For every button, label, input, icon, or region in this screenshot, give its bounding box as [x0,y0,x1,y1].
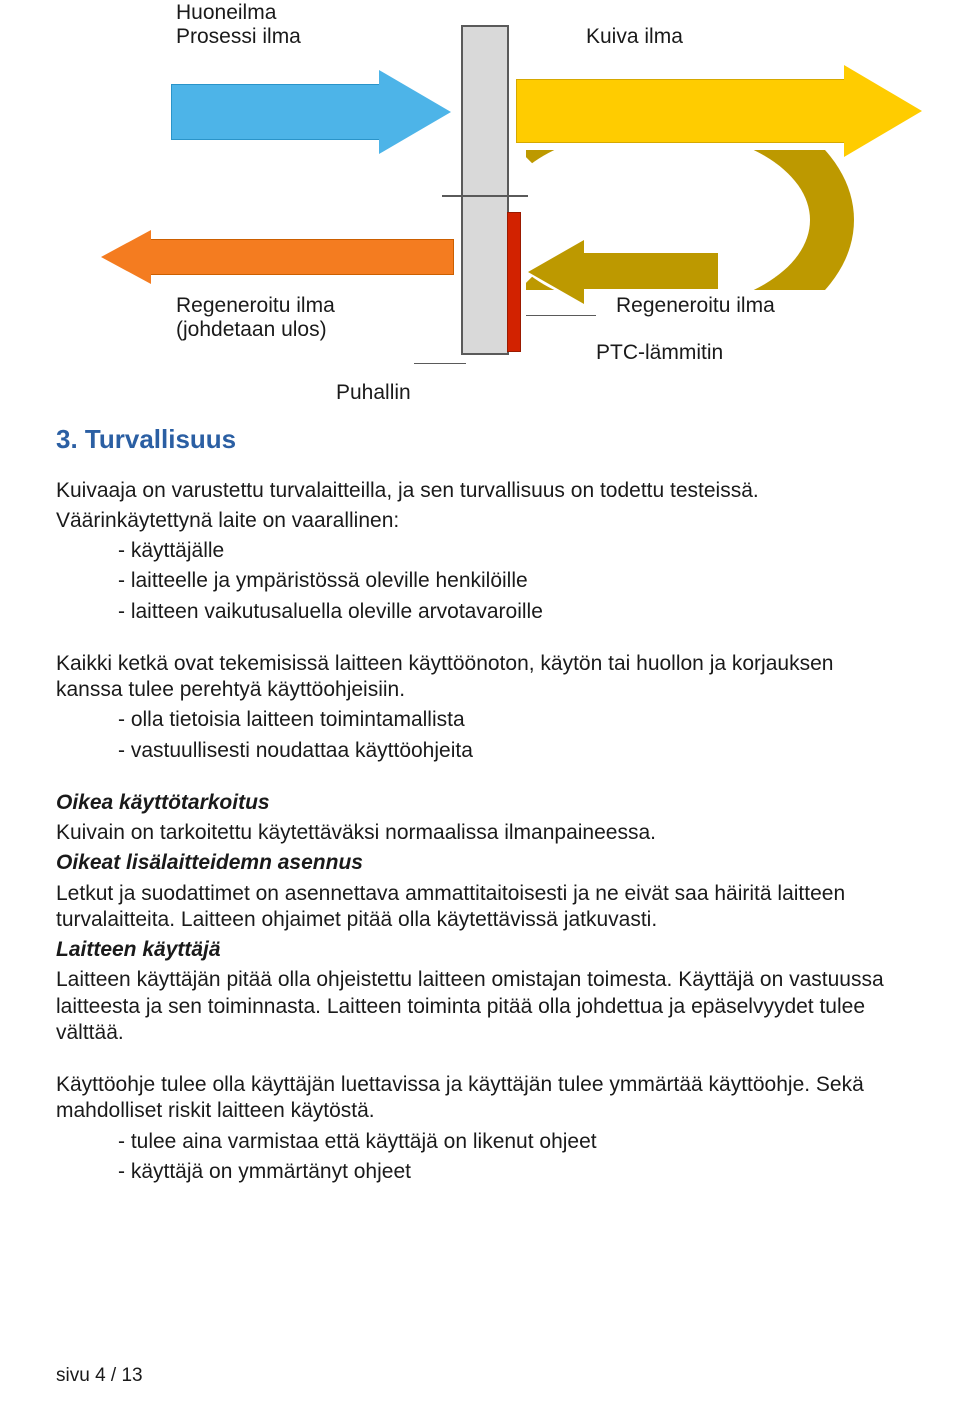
arrow-regen-shaft [578,253,718,289]
ptc-heater [507,212,521,352]
proper-use-text: Kuivain on tarkoitettu käytettäväksi nor… [56,820,904,846]
arrow-regen-out [101,230,456,284]
proper-use-heading: Oikea käyttötarkoitus [56,790,904,816]
fan-leader-line [414,363,466,364]
label-regen-out-2: (johdetaan ulos) [176,317,327,343]
heater-leader-line [526,315,596,316]
manual-item-2: - käyttäjä on ymmärtänyt ohjeet [56,1159,904,1185]
misuse-heading: Väärinkäytettynä laite on vaarallinen: [56,508,904,534]
involved-item-1: - olla tietoisia laitteen toimintamallis… [56,707,904,733]
arrow-dry-air-out [516,65,926,157]
label-regen-in: Regeneroitu ilma [616,293,775,319]
arrow-process-air-in [171,70,451,154]
manual-item-1: - tulee aina varmistaa että käyttäjä on … [56,1129,904,1155]
label-room-air-1: Huoneilma [176,0,276,26]
label-room-air-2: Prosessi ilma [176,24,301,50]
section-title: 3. Turvallisuus [56,423,904,456]
arrow-regen-in-head [528,240,584,304]
manual-text: Käyttöohje tulee olla käyttäjän luettavi… [56,1072,904,1125]
misuse-item-3: - laitteen vaikutusaluella oleville arvo… [56,599,904,625]
operator-heading: Laitteen käyttäjä [56,937,904,963]
label-dry-air: Kuiva ilma [586,24,683,50]
accessories-heading: Oikeat lisälaitteidemn asennus [56,850,904,876]
rotor-divider [442,195,528,197]
label-regen-out-1: Regeneroitu ilma [176,293,335,319]
misuse-item-1: - käyttäjälle [56,538,904,564]
involved-item-2: - vastuullisesti noudattaa käyttöohjeita [56,738,904,764]
misuse-item-2: - laitteelle ja ympäristössä oleville he… [56,568,904,594]
label-ptc-heater: PTC-lämmitin [596,340,723,366]
intro-text: Kuivaaja on varustettu turvalaitteilla, … [56,478,904,504]
label-fan: Puhallin [336,380,411,406]
accessories-text: Letkut ja suodattimet on asennettava amm… [56,881,904,934]
airflow-diagram: Huoneilma Prosessi ilma Kuiva ilma [56,0,904,405]
involved-text: Kaikki ketkä ovat tekemisissä laitteen k… [56,651,904,704]
rotor-rect [461,25,509,355]
operator-text: Laitteen käyttäjän pitää olla ohjeistett… [56,967,904,1046]
page-footer: sivu 4 / 13 [56,1364,143,1388]
